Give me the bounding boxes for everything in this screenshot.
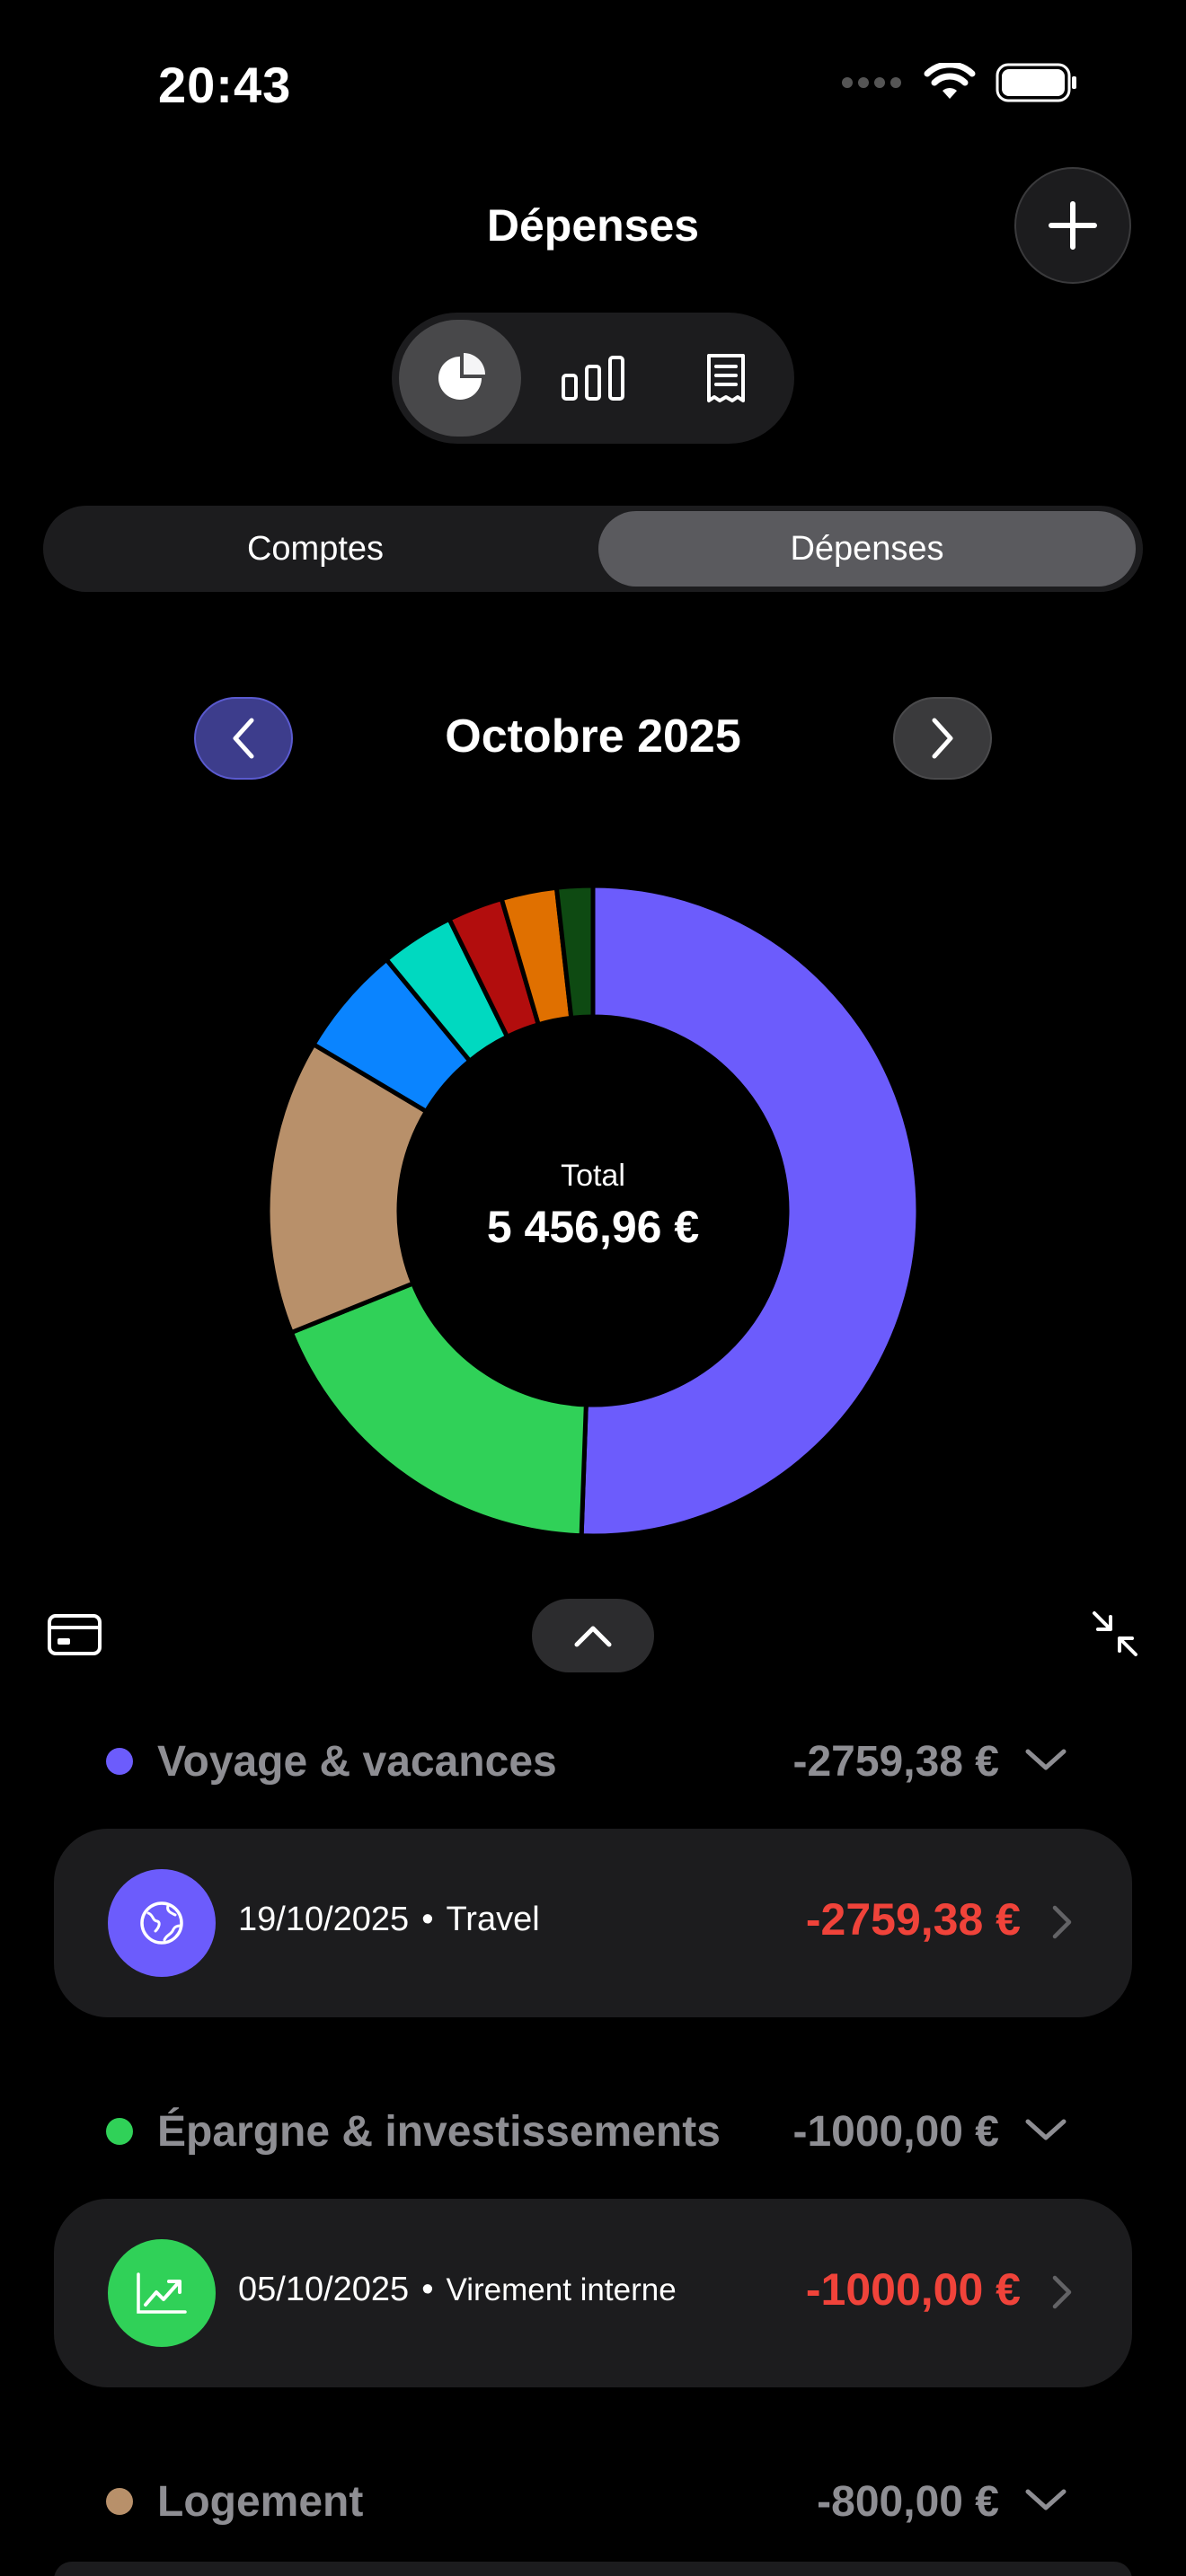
transaction-amount: -1000,00 €	[806, 2263, 1021, 2316]
battery-icon	[996, 63, 1078, 107]
chevron-right-icon	[1051, 1904, 1073, 1945]
transaction-meta: 19/10/2025 • Travel	[238, 1901, 540, 1939]
transaction-card[interactable]: 05/10/2025 • Virement interne -1000,00 €	[54, 2199, 1132, 2387]
category-header-epargne[interactable]: Épargne & investissements -1000,00 €	[0, 2096, 1186, 2168]
transaction-label: Travel	[447, 1901, 540, 1938]
view-pie-button[interactable]	[399, 320, 521, 437]
add-button[interactable]	[1014, 167, 1131, 284]
category-total: -2759,38 €	[792, 1737, 999, 1786]
category-color-dot	[106, 1748, 133, 1775]
category-header-voyage[interactable]: Voyage & vacances -2759,38 €	[0, 1726, 1186, 1798]
transaction-date: 05/10/2025	[238, 2271, 409, 2308]
chart-total-value: 5 456,96 €	[261, 1201, 925, 1253]
category-header-logement[interactable]: Logement -800,00 €	[0, 2466, 1186, 2538]
status-time: 20:43	[158, 56, 291, 114]
collapse-chart-button[interactable]	[532, 1599, 654, 1672]
category-name: Logement	[157, 2477, 363, 2527]
category-color-dot	[106, 2118, 133, 2145]
signal-dots-icon	[841, 76, 904, 93]
view-bar-button[interactable]	[532, 320, 654, 437]
transaction-card-partial[interactable]	[54, 2562, 1132, 2576]
receipt-icon	[705, 352, 747, 404]
transaction-card[interactable]: 19/10/2025 • Travel -2759,38 €	[54, 1829, 1132, 2017]
category-color-dot	[106, 2488, 133, 2515]
plus-icon	[1048, 200, 1098, 251]
shrink-button[interactable]	[1091, 1610, 1139, 1663]
credit-card-icon	[47, 1613, 102, 1656]
chart-total-label: Total	[261, 1159, 925, 1194]
category-name: Épargne & investissements	[157, 2107, 721, 2157]
card-filter-button[interactable]	[47, 1613, 102, 1661]
separator: •	[421, 2271, 433, 2308]
segment-comptes[interactable]: Comptes	[49, 511, 582, 587]
transaction-meta: 05/10/2025 • Virement interne	[238, 2271, 677, 2309]
category-total: -800,00 €	[817, 2477, 999, 2527]
transaction-amount: -2759,38 €	[806, 1893, 1021, 1945]
trend-up-icon	[108, 2239, 216, 2347]
segmented-control: Comptes Dépenses	[43, 506, 1143, 592]
chevron-down-icon[interactable]	[1024, 2486, 1067, 2518]
pie-chart-icon	[435, 353, 485, 403]
transaction-label: Virement interne	[447, 2272, 677, 2307]
status-bar: 20:43	[0, 0, 1186, 171]
next-month-button[interactable]	[893, 697, 992, 780]
wifi-icon	[924, 63, 976, 107]
chevron-right-icon	[1051, 2274, 1073, 2315]
page-title: Dépenses	[0, 199, 1186, 251]
transaction-date: 19/10/2025	[238, 1901, 409, 1938]
segment-depenses[interactable]: Dépenses	[598, 511, 1136, 587]
chart-center: Total 5 456,96 €	[261, 1159, 925, 1253]
donut-slice-1[interactable]	[291, 1284, 586, 1536]
chevron-down-icon[interactable]	[1024, 1746, 1067, 1778]
month-label: Octobre 2025	[0, 710, 1186, 763]
globe-icon	[108, 1869, 216, 1977]
chevron-up-icon	[573, 1623, 613, 1648]
category-name: Voyage & vacances	[157, 1737, 557, 1786]
category-total: -1000,00 €	[792, 2107, 999, 2157]
arrows-shrink-icon	[1091, 1610, 1139, 1658]
view-switcher	[392, 313, 794, 444]
chevron-down-icon[interactable]	[1024, 2116, 1067, 2148]
chevron-right-icon	[929, 717, 956, 760]
separator: •	[421, 1901, 433, 1938]
bar-chart-icon	[562, 356, 624, 401]
view-list-button[interactable]	[665, 320, 787, 437]
status-icons	[841, 63, 1078, 107]
